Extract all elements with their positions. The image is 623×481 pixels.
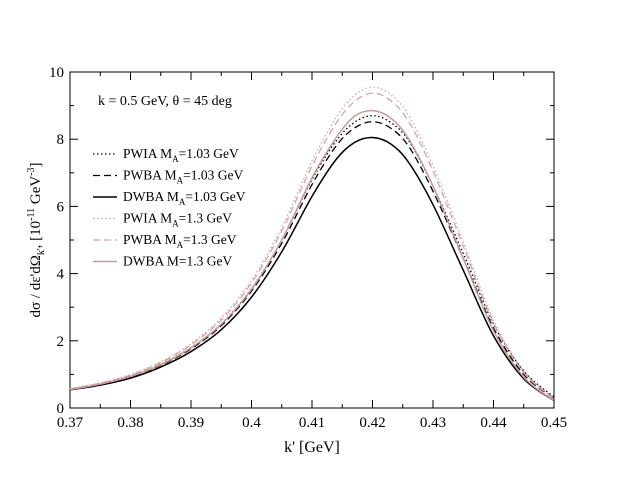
y-axis-label-unit-close: ] [28, 162, 44, 167]
series-layer [69, 86, 555, 402]
legend-label: PWIA MA=1.03 GeV [123, 146, 239, 164]
y-axis-label-main: dσ / dε'dΩ [28, 255, 44, 317]
x-tick-label: 0.4 [242, 415, 261, 431]
x-tick-label: 0.42 [359, 415, 385, 431]
y-tick-label: 10 [49, 65, 64, 81]
series-line-3 [69, 136, 555, 402]
y-tick-label: 8 [57, 132, 65, 148]
legend-label: PWIA MA=1.3 GeV [123, 211, 232, 229]
legend: PWIA MA=1.03 GeV PWBA MA=1.03 GeV DWBA MA=… [93, 146, 246, 269]
y-axis-label-unit-mid: GeV [28, 176, 44, 208]
x-tick-label: 0.39 [178, 415, 204, 431]
x-axis-label: k' [GeV] [284, 439, 340, 456]
y-axis-label-exp1: -11 [26, 208, 37, 221]
x-tick-label: 0.43 [420, 415, 446, 431]
y-axis-label-unit-open: , [10 [28, 221, 44, 249]
x-tick-label: 0.38 [117, 415, 143, 431]
y-axis-label-exp2: -3 [26, 167, 37, 175]
series-line-5 [69, 92, 555, 400]
y-axis-label: dσ / dε'dΩk', [10-11 GeV-3] [26, 162, 47, 317]
y-axis-label-sub: k' [36, 248, 47, 255]
ticks-layer: 0.37 0.38 0.39 0.4 0.41 0.42 0.43 0.44 0.45 0 2 4 6 8… [49, 65, 567, 431]
series-line-4 [69, 86, 555, 399]
legend-label: DWBA MA=1.03 GeV [123, 189, 246, 207]
y-tick-label: 0 [57, 401, 65, 417]
x-tick-label: 0.44 [480, 415, 507, 431]
y-tick-label: 4 [57, 267, 65, 283]
series-line-1 [69, 115, 555, 398]
x-tick-label: 0.41 [299, 415, 325, 431]
annotation-text: k = 0.5 GeV, θ = 45 deg [98, 94, 232, 109]
y-tick-label: 6 [57, 199, 65, 215]
legend-label: PWBA MA=1.3 GeV [123, 232, 237, 250]
y-tick-label: 2 [57, 334, 65, 350]
series-line-6 [69, 109, 555, 402]
x-tick-label: 0.37 [57, 415, 84, 431]
x-tick-label: 0.45 [541, 415, 567, 431]
legend-label: PWBA MA=1.03 GeV [123, 168, 243, 186]
legend-label: DWBA M=1.3 GeV [123, 254, 232, 269]
